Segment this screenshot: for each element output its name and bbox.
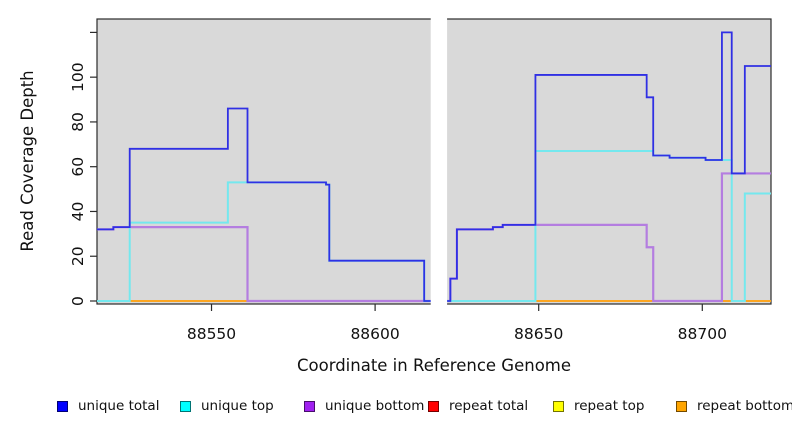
y-tick-label: 60 xyxy=(69,157,87,177)
legend-label: unique bottom xyxy=(325,398,425,414)
masked-region xyxy=(430,17,448,308)
y-axis-label: Read Coverage Depth xyxy=(18,70,37,251)
plot-svg: 88550 88600 88650 88700 0 20 40 60 80 100 Coordin… xyxy=(18,17,772,375)
legend-swatch-repeat-bottom xyxy=(676,400,687,412)
legend-label: repeat total xyxy=(449,398,529,414)
legend-item-unique-total: unique total xyxy=(57,397,159,415)
axes-layer: 88550 88600 88650 88700 0 20 40 60 80 100 xyxy=(69,31,727,343)
series-unique-top xyxy=(97,150,771,302)
x-tick-label: 88600 xyxy=(350,325,399,343)
series-layer xyxy=(97,31,771,303)
x-tick-label: 88700 xyxy=(678,325,727,343)
legend-label: unique top xyxy=(201,398,274,414)
legend-swatch-repeat-total xyxy=(428,400,439,412)
y-tick-label: 80 xyxy=(69,112,87,132)
legend-item-repeat-bottom: repeat bottom xyxy=(676,397,792,415)
legend-item-unique-bottom: unique bottom xyxy=(304,397,424,415)
legend-swatch-unique-top xyxy=(180,400,191,412)
legend-item-unique-top: unique top xyxy=(180,397,274,415)
y-tick-label: 40 xyxy=(69,202,87,222)
legend-swatch-unique-total xyxy=(57,400,68,412)
y-tick-label: 100 xyxy=(69,62,87,92)
series-unique-total xyxy=(97,31,771,302)
x-axis-label: Coordinate in Reference Genome xyxy=(297,356,571,375)
legend-label: repeat top xyxy=(574,398,645,414)
x-tick-label: 88550 xyxy=(187,325,236,343)
chart-legend: unique total unique top unique bottom repea… xyxy=(0,397,792,419)
legend-label: repeat bottom xyxy=(697,398,792,414)
legend-label: unique total xyxy=(78,398,160,414)
legend-item-repeat-total: repeat total xyxy=(428,397,528,415)
y-tick-label: 20 xyxy=(69,246,87,266)
y-tick-label: 0 xyxy=(69,296,87,306)
x-tick-label: 88650 xyxy=(514,325,563,343)
legend-swatch-repeat-top xyxy=(553,400,564,412)
legend-swatch-unique-bottom xyxy=(304,400,315,412)
legend-item-repeat-top: repeat top xyxy=(553,397,644,415)
